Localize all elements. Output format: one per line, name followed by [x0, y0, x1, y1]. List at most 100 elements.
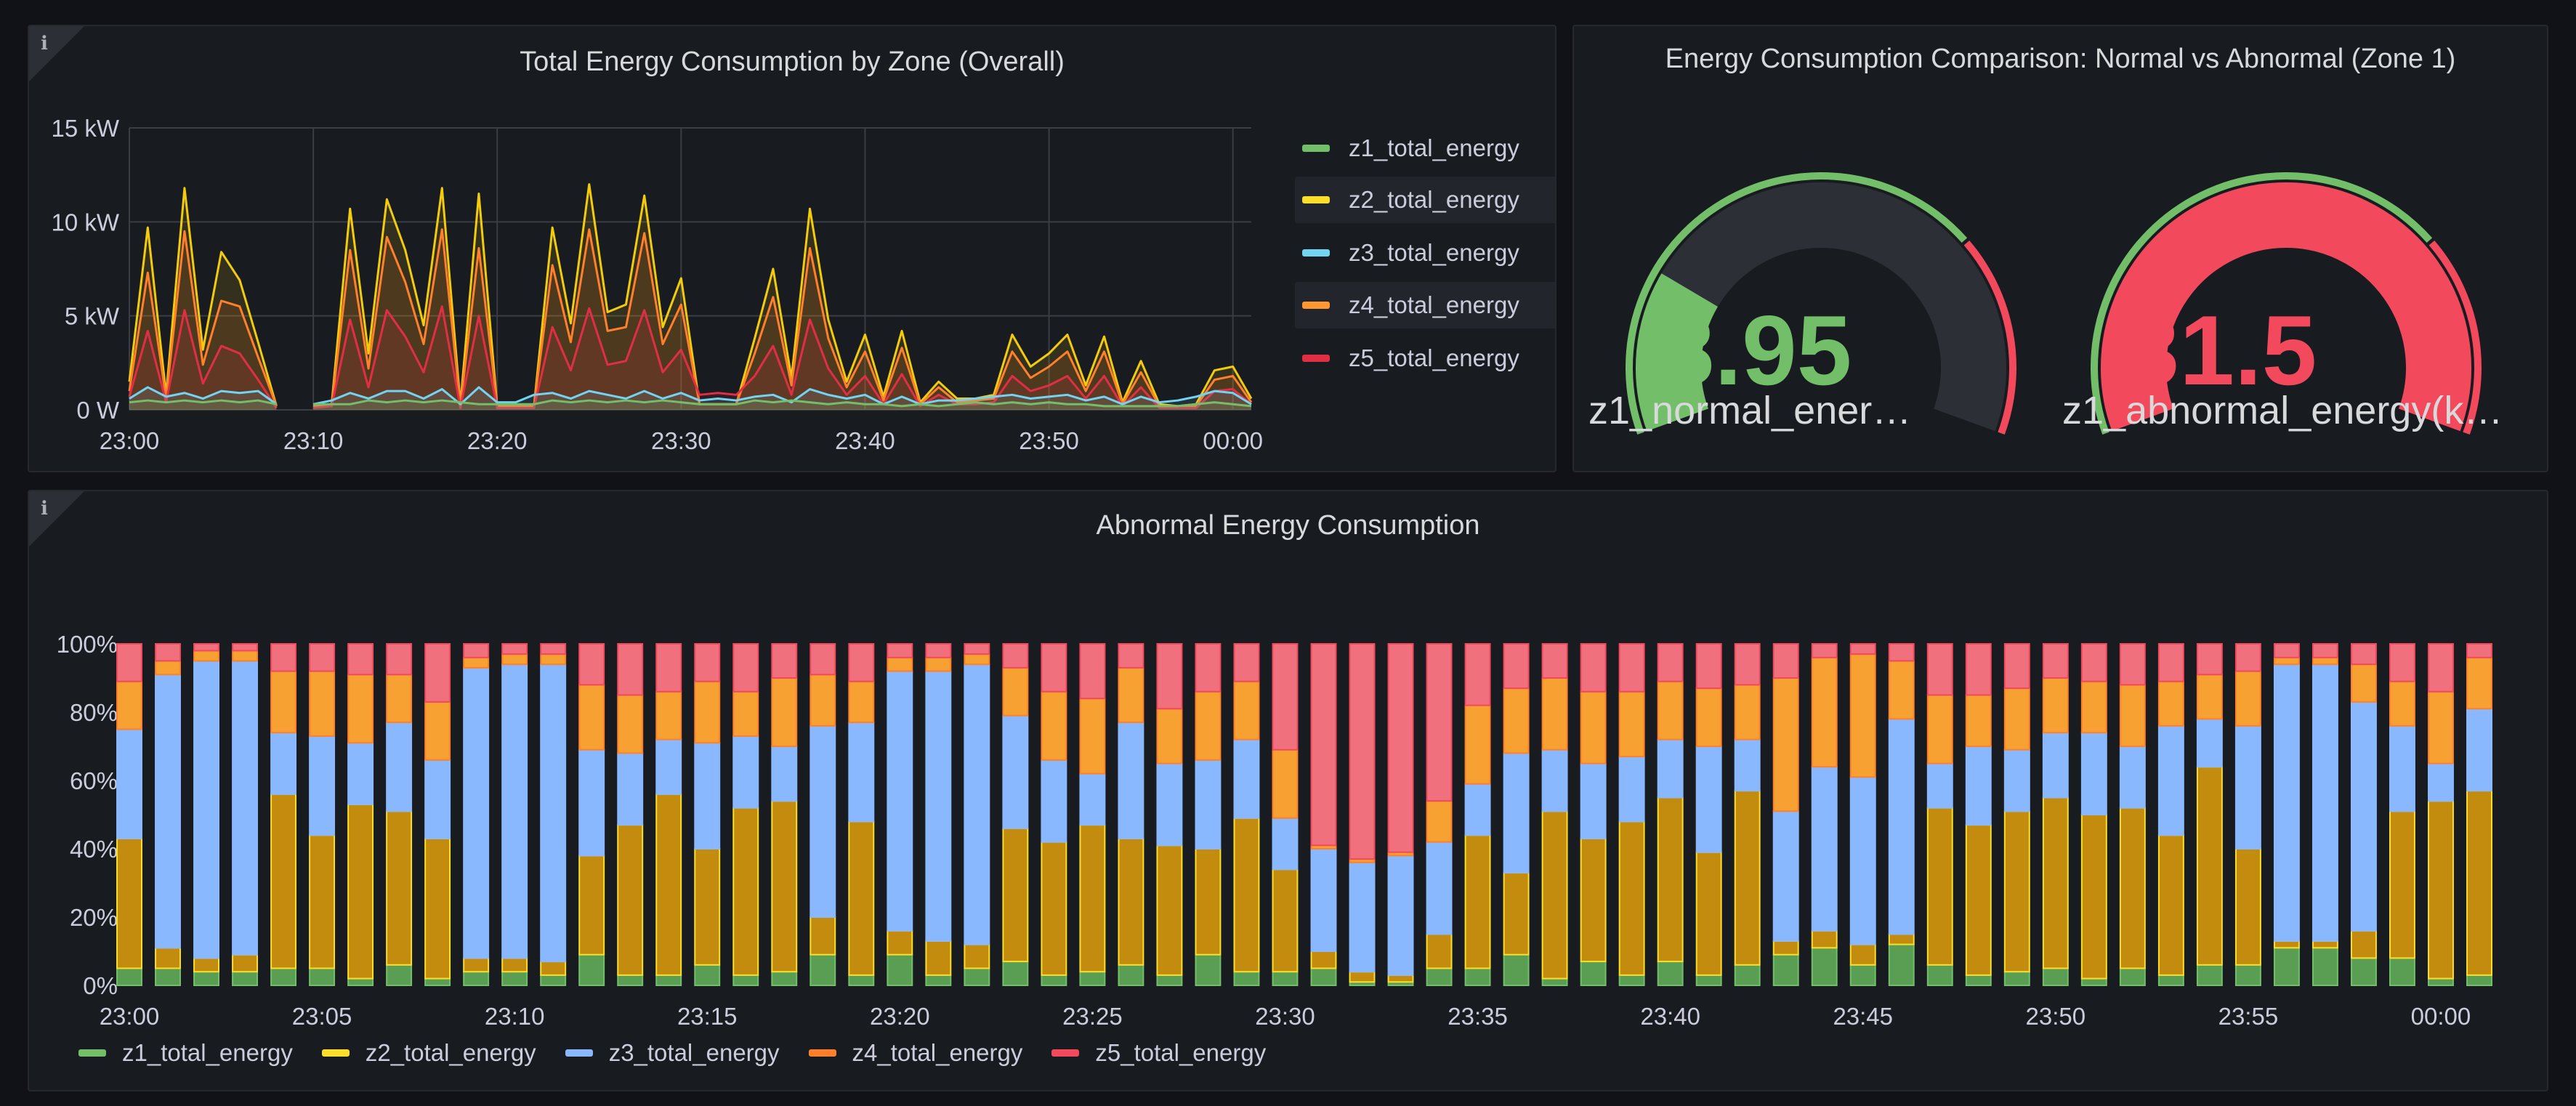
bar-segment-z4_total_energy	[964, 653, 990, 666]
bar-segment-z3_total_energy	[578, 748, 605, 857]
overall-area-chart[interactable]: 0 W 5 kW 10 kW 15 kW 23:00 23:10 23:20 23:30 23:…	[29, 26, 1556, 472]
y-tick-label: 0%	[83, 972, 118, 999]
legend-item-z2[interactable]: z2_total_energy	[1295, 177, 1555, 223]
bar-segment-z5_total_energy	[694, 643, 721, 682]
bar-segment-z4_total_energy	[347, 674, 374, 744]
panel-title: Total Energy Consumption by Zone (Overal…	[520, 47, 1065, 77]
bar-segment-z1_total_energy	[424, 977, 451, 986]
bar-segment-z5_total_energy	[463, 643, 490, 658]
legend-item-z1[interactable]: z1_total_energy	[1295, 125, 1555, 171]
bar-segment-z4_total_energy	[1849, 653, 1876, 778]
bar-segment-z4_total_energy	[1657, 680, 1684, 740]
bar-segment-z5_total_energy	[2428, 643, 2454, 693]
gauges-svg	[1626, 172, 2482, 435]
bar-segment-z2_total_energy	[925, 940, 952, 976]
bar-segment-z5_total_energy	[1272, 643, 1299, 751]
bar-segment-z3_total_energy	[1156, 762, 1183, 847]
legend-item-z2[interactable]: z2_total_energy	[321, 1039, 536, 1067]
bar-segment-z3_total_energy	[2042, 732, 2069, 799]
bar-segment-z4_total_energy	[1541, 677, 1568, 751]
bar-segment-z1_total_energy	[270, 967, 297, 986]
bar-segment-z4_total_energy	[232, 650, 259, 662]
bar-segment-z3_total_energy	[2234, 724, 2261, 849]
bar-segment-z1_total_energy	[2273, 947, 2300, 986]
normal-energy-label: z1_normal_energy(kW)	[1588, 389, 1923, 432]
bar-segment-z2_total_energy	[1695, 851, 1722, 976]
legend-item-z4[interactable]: z4_total_energy	[808, 1039, 1022, 1067]
bar-segment-z3_total_energy	[771, 746, 798, 802]
legend-item-z1[interactable]: z1_total_energy	[78, 1039, 293, 1067]
legend-item-z5[interactable]: z5_total_energy	[1295, 335, 1555, 382]
bar-segment-z4_total_energy	[270, 670, 297, 734]
bar-segment-z2_total_energy	[2350, 929, 2377, 959]
legend-item-z5[interactable]: z5_total_energy	[1051, 1039, 1266, 1067]
bar-segment-z3_total_energy	[2157, 724, 2184, 836]
series-line-z3_total_energy	[312, 386, 1252, 405]
bar-segment-z3_total_energy	[2119, 746, 2146, 809]
bar-segment-z4_total_energy	[1002, 666, 1029, 717]
info-icon[interactable]: ℹ	[41, 32, 48, 54]
bar-segment-z5_total_energy	[1387, 643, 1414, 853]
bar-segment-z1_total_energy	[809, 953, 836, 987]
bar-segment-z4_total_energy	[463, 656, 490, 669]
bar-segment-z3_total_energy	[270, 732, 297, 795]
bar-segment-z3_total_energy	[694, 742, 721, 849]
legend-item-z3[interactable]: z3_total_energy	[565, 1039, 780, 1067]
bar-segment-z1_total_energy	[155, 967, 181, 986]
bar-segment-z3_total_energy	[2466, 708, 2492, 792]
bar-segment-z2_total_energy	[1041, 841, 1067, 976]
x-tick-label: 23:20	[870, 1003, 930, 1030]
bar-segment-z3_total_energy	[1695, 746, 1722, 853]
bar-segment-z3_total_energy	[386, 722, 413, 812]
bar-segment-z5_total_energy	[2466, 643, 2492, 658]
bar-segment-z5_total_energy	[347, 643, 374, 676]
bar-segment-z2_total_energy	[2311, 940, 2338, 949]
bar-segment-z2_total_energy	[1233, 817, 1260, 973]
bar-segment-z4_total_energy	[809, 674, 836, 727]
bar-segment-z3_total_energy	[1079, 772, 1106, 826]
panel-info-corner[interactable]	[29, 491, 84, 546]
series-area-z5_total_energy	[129, 310, 277, 410]
y-tick-label: 10 kW	[51, 209, 119, 235]
bar-segment-z1_total_energy	[232, 971, 259, 987]
abnormal-energy-label: z1_abnormal_energy(kW)	[2062, 389, 2509, 432]
bar-segment-z1_total_energy	[2003, 971, 2030, 987]
bar-segment-z4_total_energy	[193, 650, 219, 662]
bar-segment-z3_total_energy	[1580, 762, 1607, 839]
bar-segment-z1_total_energy	[964, 967, 990, 986]
bar-segment-z2_total_energy	[964, 943, 990, 969]
bar-segment-z4_total_energy	[2466, 656, 2492, 710]
bar-segment-z5_total_energy	[1195, 643, 1222, 693]
bar-segment-z3_total_energy	[2428, 762, 2454, 802]
series-area-z4_total_energy	[313, 229, 1251, 410]
legend-label: z3_total_energy	[608, 1039, 780, 1066]
abnormal-consumption-panel: ℹ Abnormal Energy Consumption 0% 20% 40% 60…	[28, 490, 2548, 1091]
bar-segment-z2_total_energy	[1580, 837, 1607, 963]
legend-swatch	[1302, 145, 1330, 152]
abnormal-bar-chart[interactable]: 0% 20% 40% 60% 80% 100% 23:00 23:05 23:10 23:15 23…	[29, 491, 2548, 1091]
bar-segment-z2_total_energy	[1811, 929, 1838, 949]
bar-segment-z1_total_energy	[1233, 971, 1260, 987]
bar-segment-z5_total_energy	[1580, 643, 1607, 693]
bar-segment-z4_total_energy	[2080, 680, 2107, 734]
legend-item-z3[interactable]: z3_total_energy	[1295, 230, 1555, 276]
info-icon[interactable]: ℹ	[41, 497, 48, 519]
bar-segment-z5_total_energy	[964, 643, 990, 655]
bar-segment-z1_total_energy	[887, 953, 913, 987]
bar-segment-z1_total_energy	[2157, 974, 2184, 987]
gauge-threshold-red	[1963, 240, 2016, 435]
bar-segment-z1_total_energy	[1503, 953, 1530, 987]
bar-segment-z1_total_energy	[1041, 974, 1067, 987]
bar-segment-z1_total_energy	[2428, 977, 2454, 986]
bar-segment-z3_total_energy	[1926, 762, 1953, 809]
bar-segment-z2_total_energy	[2042, 796, 2069, 969]
normal-energy-value: 8.95	[1659, 295, 1852, 405]
bar-segment-z3_total_energy	[964, 663, 990, 945]
series-line-z4_total_energy	[128, 230, 278, 407]
series-line-z1_total_energy	[129, 399, 277, 405]
bar-segment-z5_total_energy	[655, 643, 682, 693]
y-tick-label: 0 W	[76, 397, 120, 424]
legend-item-z4[interactable]: z4_total_energy	[1295, 282, 1555, 328]
panel-info-corner[interactable]	[29, 26, 84, 81]
bar-segment-z5_total_energy	[887, 643, 913, 658]
